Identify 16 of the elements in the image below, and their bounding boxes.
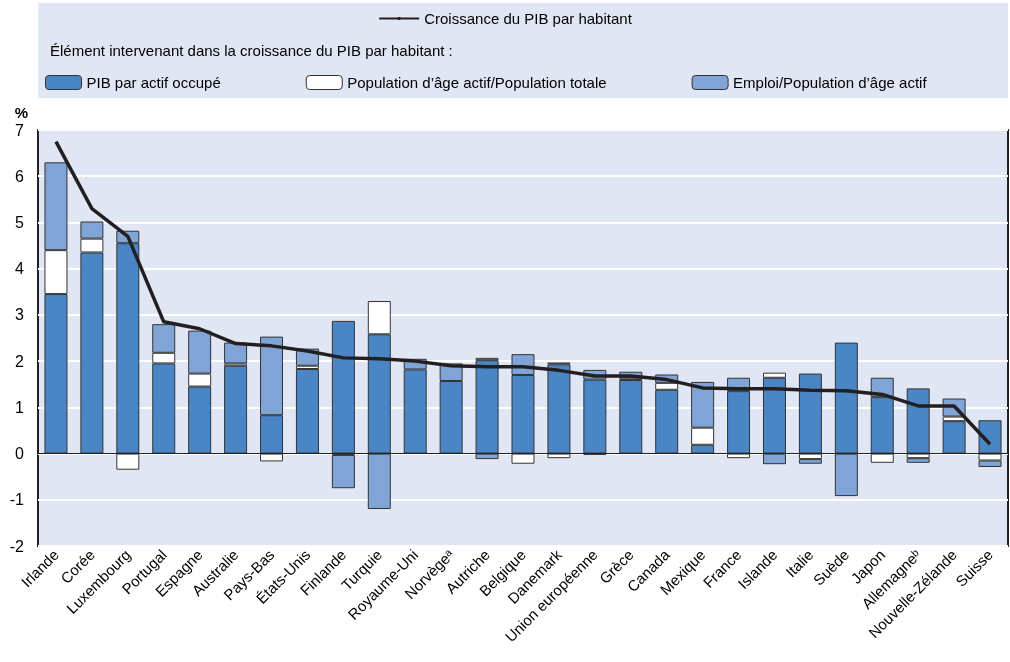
y-tick-label: 6: [15, 167, 25, 185]
y-axis-title: %: [14, 104, 28, 121]
y-tick-label: 5: [15, 213, 25, 231]
y-tick-label: 0: [15, 445, 25, 463]
y-tick-label: -1: [9, 491, 25, 509]
legend-title: Élément intervenant dans la croissance du PIB par habitant :: [50, 42, 453, 59]
legend-label: Population d’âge actif/Population totale: [347, 74, 607, 91]
y-tick-label: 7: [15, 121, 25, 139]
legend-label: PIB par actif occupé: [86, 74, 221, 91]
legend-label: Emploi/Population d’âge actif: [733, 74, 928, 91]
y-tick-label: 4: [15, 260, 25, 278]
y-tick-label: 2: [15, 352, 25, 370]
y-tick-label: 1: [15, 398, 25, 416]
legend-label: Croissance du PIB par habitant: [424, 10, 633, 27]
y-tick-label: 3: [15, 306, 25, 324]
y-tick-label: -2: [9, 537, 25, 555]
